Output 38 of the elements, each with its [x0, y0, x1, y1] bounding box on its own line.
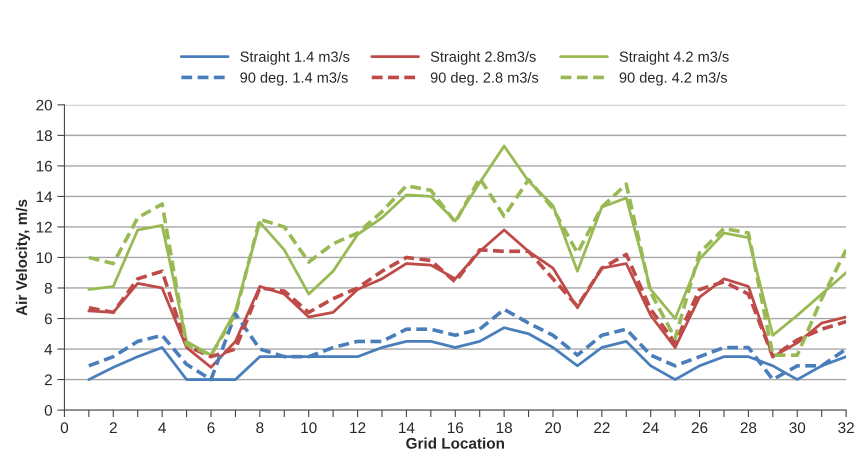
legend-label: 90 deg. 4.2 m3/s: [620, 72, 728, 86]
x-tick-label: 24: [642, 422, 659, 433]
legend-label: 90 deg. 1.4 m3/s: [240, 72, 348, 86]
y-tick-label: 16: [36, 160, 52, 172]
y-tick-label: 12: [36, 222, 52, 232]
x-tick-label: 18: [496, 422, 512, 434]
x-tick-label: 32: [838, 422, 854, 434]
y-tick-label: 8: [44, 282, 52, 294]
x-tick-label: 14: [399, 422, 414, 433]
x-tick-label: 6: [208, 422, 215, 434]
legend-label: Straight 2.8m3/s: [430, 51, 536, 65]
x-tick-label: 16: [448, 422, 464, 434]
x-tick-label: 12: [350, 422, 366, 433]
x-tick-label: 4: [158, 422, 166, 433]
y-tick-label: 20: [36, 100, 52, 111]
x-tick-label: 20: [545, 422, 561, 434]
x-tick-label: 8: [256, 422, 264, 434]
x-tick-label: 10: [301, 422, 317, 434]
x-tick-label: 30: [789, 422, 806, 434]
x-axis-title: Grid Location: [406, 438, 504, 449]
y-tick-label: 18: [36, 130, 52, 142]
y-axis-title: Air Velocity, m/s: [16, 200, 30, 316]
y-tick-label: 10: [36, 252, 52, 264]
y-tick-label: 14: [36, 191, 52, 202]
y-tick-label: 6: [44, 313, 52, 324]
x-tick-label: 28: [740, 422, 756, 434]
y-tick-label: 0: [44, 404, 52, 416]
legend-label: 90 deg. 2.8 m3/s: [430, 72, 538, 86]
legend-label: Straight 1.4 m3/s: [240, 51, 350, 65]
x-tick-label: 26: [692, 422, 708, 434]
line-series: [87, 308, 846, 382]
x-tick-label: 0: [60, 422, 68, 434]
x-tick-label: 22: [594, 422, 610, 433]
x-tick-label: 2: [110, 422, 117, 433]
line-series: [87, 228, 846, 369]
legend-label: Straight 4.2 m3/s: [620, 51, 729, 65]
y-tick-label: 2: [44, 374, 52, 386]
y-tick-label: 4: [44, 344, 52, 355]
